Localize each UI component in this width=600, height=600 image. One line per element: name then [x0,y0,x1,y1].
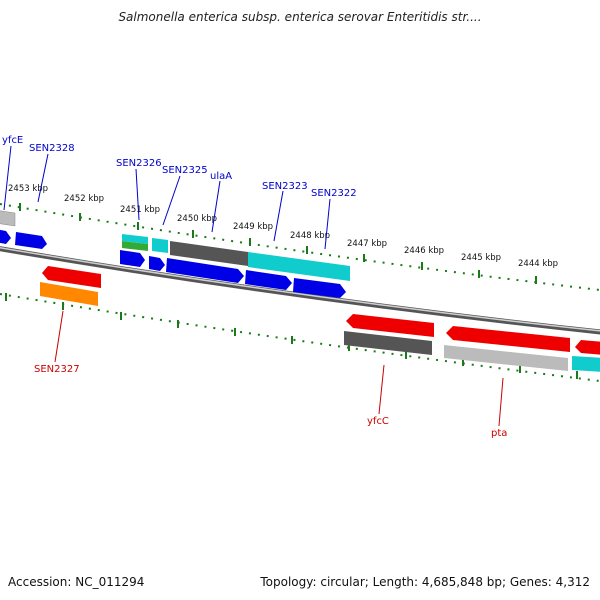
gene-arrow-blue[interactable] [166,258,244,283]
genome-summary-text: Topology: circular; Length: 4,685,848 bp… [260,575,590,589]
ruler-label: 2446 kbp [404,246,444,256]
ruler-label: 2448 kbp [290,231,330,241]
upper-ruler-ticks [19,203,537,284]
gene-label-SEN2325[interactable]: SEN2325 [162,165,208,176]
gene-feature-lightgray[interactable] [0,210,16,227]
gene-arrow-red[interactable] [346,314,434,337]
gene-label-SEN2328[interactable]: SEN2328 [29,143,75,154]
gene-label-pta[interactable]: pta [491,428,507,439]
gene-feature-gray[interactable] [170,241,248,266]
gene-feature-cyan[interactable] [248,252,350,281]
ruler-label: 2445 kbp [461,253,501,263]
genome-title: Salmonella enterica subsp. enterica sero… [118,10,482,24]
gene-feature-green[interactable] [122,241,148,251]
gene-label-yfcC[interactable]: yfcC [367,416,389,427]
gene-feature-cyan[interactable] [572,356,600,372]
ruler-label: 2450 kbp [177,214,217,224]
ruler-label: 2453 kbp [8,184,48,194]
forward-blue-arrows [0,229,346,298]
gene-arrow-red[interactable] [575,340,600,355]
gene-arrow-blue[interactable] [293,278,346,298]
gene-feature-cyan[interactable] [122,234,148,244]
ruler-label: 2451 kbp [120,205,160,215]
genome-backbone [0,246,600,335]
gene-arrow-blue[interactable] [0,229,11,244]
gene-label-ulaA[interactable]: ulaA [210,171,232,182]
gene-label-yfcE[interactable]: yfcE [2,135,23,146]
genome-backbone-highlight [0,246,600,332]
ruler-label: 2447 kbp [347,239,387,249]
ruler-label: 2444 kbp [518,259,558,269]
gene-label-SEN2323[interactable]: SEN2323 [262,181,308,192]
gene-feature-orange[interactable] [40,282,98,306]
reverse-features [40,266,600,372]
gene-feature-cyan[interactable] [152,238,168,253]
forward-features [0,210,350,281]
gene-label-SEN2322[interactable]: SEN2322 [311,188,357,199]
gene-arrow-blue[interactable] [245,270,292,290]
ruler-label: 2449 kbp [233,222,273,232]
accession-text: Accession: NC_011294 [8,575,145,589]
gene-label-SEN2327[interactable]: SEN2327 [34,364,80,375]
gene-label-SEN2326[interactable]: SEN2326 [116,158,162,169]
reverse-label-leaders [54,310,504,427]
gene-arrow-blue[interactable] [149,256,165,271]
gene-arrow-blue[interactable] [120,250,145,267]
gene-feature-gray[interactable] [344,331,432,355]
gene-feature-lightgray[interactable] [444,345,568,371]
gene-arrow-blue[interactable] [15,232,47,249]
ruler-label: 2452 kbp [64,194,104,204]
gene-arrow-red[interactable] [446,326,570,352]
forward-label-leaders [3,145,331,250]
gene-arrow-red[interactable] [42,266,101,288]
